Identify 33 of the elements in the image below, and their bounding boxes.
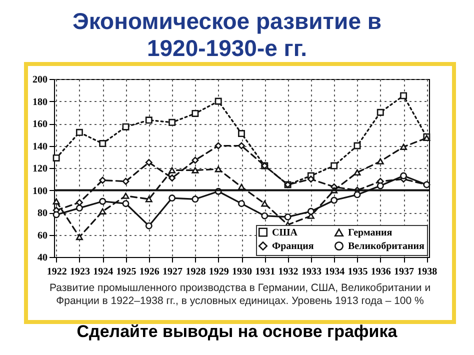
y-tick-label: 80 [38, 208, 48, 219]
x-tick-label: 1936 [370, 266, 391, 278]
x-tick-label: 1935 [348, 266, 368, 278]
legend-label: Германия [348, 228, 393, 239]
x-tick-label: 1933 [301, 266, 322, 278]
x-tick-label: 1923 [70, 266, 90, 278]
x-tick-label: 1929 [208, 266, 229, 278]
y-tick-label: 40 [38, 252, 48, 264]
x-tick-label: 1930 [232, 266, 252, 278]
y-tick-label: 60 [38, 230, 48, 242]
x-tick-label: 1925 [116, 266, 136, 278]
chart-title: Экономическое развитие в 1920-1930-е гг. [71, 8, 383, 62]
y-tick-label: 140 [32, 141, 48, 152]
y-tick-label: 180 [32, 96, 48, 108]
text: Развитие промышленного производства в Германии, США, Великобритании и Франции в 1922–1938 гг., в условных единицах. Уровень 1913 года – 100 % [48, 282, 432, 308]
legend-label: США [272, 227, 298, 238]
y-tick-label: 200 [32, 74, 48, 86]
x-tick-label: 1938 [417, 266, 438, 278]
text: Сделайте выводы на основе графика [76, 322, 398, 342]
y-tick-label: 120 [32, 164, 48, 174]
y-tick-label: 160 [32, 119, 48, 130]
x-tick-label: 1937 [394, 266, 414, 278]
y-tick-label: 100 [32, 186, 48, 197]
legend-label: Франция [272, 241, 314, 252]
x-tick-label: 1924 [93, 266, 114, 278]
x-tick-label: 1931 [255, 266, 276, 278]
x-tick-label: 1932 [278, 266, 298, 278]
x-tick-label: 1927 [162, 266, 183, 278]
x-tick-label: 1928 [186, 266, 206, 278]
x-tick-label: 1934 [324, 266, 345, 278]
legend-label: Великобритания [348, 241, 425, 252]
x-tick-label: 1926 [139, 266, 160, 278]
x-tick-label: 1922 [46, 266, 67, 278]
